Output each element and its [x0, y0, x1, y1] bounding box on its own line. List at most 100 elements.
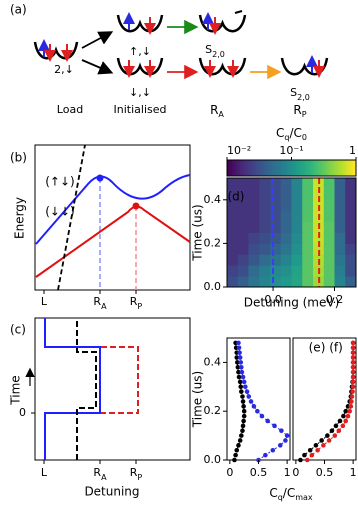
heat-cell — [237, 232, 249, 244]
heat-cell — [302, 210, 314, 222]
point — [336, 428, 342, 434]
colorbar-cell — [285, 160, 288, 176]
point — [279, 428, 284, 434]
heat-cell — [291, 276, 303, 288]
text-part: C — [276, 126, 284, 140]
heat-cell — [237, 178, 249, 190]
x-tick-label: RP — [130, 295, 143, 311]
heat-cell — [302, 232, 314, 244]
colorbar-cell — [302, 160, 305, 176]
x-tick-label: 0.5 — [250, 466, 268, 479]
colorbar-cell — [242, 160, 245, 176]
point — [237, 438, 243, 443]
x-tick-label: L — [41, 295, 48, 308]
colorbar-cell — [310, 160, 314, 176]
heat-cell — [334, 199, 346, 212]
colorbar-cell — [274, 160, 277, 176]
x-tick-label: 0 — [226, 466, 233, 479]
colorbar-cell — [289, 160, 292, 176]
series-line — [300, 342, 354, 461]
y-tick-label: 0.2 — [204, 236, 222, 249]
heat-cell — [227, 265, 239, 277]
text-part: 0 — [302, 133, 307, 142]
text-part: A — [101, 302, 107, 311]
heat-cell — [270, 178, 282, 190]
colorbar-cell — [235, 160, 239, 176]
point — [270, 447, 276, 453]
colorbar-cell — [349, 160, 353, 176]
colorbar-cell — [257, 160, 260, 176]
colorbar-cell — [244, 160, 247, 176]
heat-cell — [291, 210, 303, 222]
colorbar-cell — [343, 160, 346, 176]
heat-cell — [323, 221, 335, 233]
heat-cell — [248, 199, 260, 212]
readout-point — [96, 174, 104, 182]
text-part: L — [41, 466, 48, 479]
heat-cell — [302, 243, 314, 255]
heat-cell — [334, 232, 346, 244]
heat-cell — [227, 188, 239, 201]
label: Energy — [13, 197, 27, 239]
label: (e) — [309, 341, 326, 355]
empty-dot — [234, 10, 243, 14]
heat-cell — [248, 243, 260, 255]
label: (a) — [10, 3, 27, 17]
label: (↓↓) — [45, 205, 74, 219]
point — [236, 345, 242, 351]
point — [345, 413, 351, 419]
colorbar-cell — [353, 160, 357, 176]
heat-cell — [237, 188, 249, 201]
x-tick-label: RA — [93, 295, 107, 311]
point — [343, 408, 348, 414]
point — [239, 364, 244, 370]
point — [236, 369, 241, 375]
colorbar-cell — [345, 160, 348, 176]
point — [350, 355, 356, 360]
point — [298, 457, 303, 463]
point — [325, 433, 330, 438]
x-tick-label: RA — [93, 466, 107, 482]
heat-cell — [270, 188, 282, 201]
double-well — [33, 41, 79, 60]
text-part: A — [101, 473, 107, 482]
text-part: P — [137, 302, 142, 311]
text-part: P — [137, 473, 142, 482]
heat-cell — [280, 265, 292, 277]
heat-cell — [227, 210, 239, 222]
heat-cell — [259, 243, 271, 255]
heat-cell — [227, 243, 239, 255]
double-well — [198, 14, 247, 33]
panel-frame — [34, 317, 191, 461]
heat-cell — [259, 265, 271, 277]
point — [236, 340, 241, 346]
heat-cell — [270, 232, 282, 244]
heat-cell — [237, 265, 249, 277]
point — [349, 399, 354, 404]
point — [239, 369, 245, 375]
heat-cell — [237, 221, 249, 233]
heat-cell — [334, 210, 346, 222]
lead-level — [57, 144, 86, 291]
point — [233, 452, 238, 458]
heat-cell — [323, 265, 335, 277]
colorbar-cell — [287, 160, 290, 176]
label: 2,↓ — [54, 63, 74, 76]
colorbar-cell — [229, 160, 232, 176]
heat-cell — [291, 188, 303, 201]
point — [240, 428, 245, 434]
colorbar-cell — [246, 160, 249, 176]
heat-cell — [323, 188, 335, 201]
colorbar-cell — [265, 160, 269, 176]
heat-cell — [270, 199, 282, 212]
heat-cell — [302, 276, 314, 288]
heat-cell — [313, 188, 325, 201]
colorbar-cell — [330, 160, 333, 176]
heat-cell — [227, 232, 239, 244]
heat-cell — [345, 254, 357, 266]
readout-label: RA — [210, 103, 224, 120]
x-tick-label: 0.2 — [326, 293, 344, 306]
singlet-label: S2,0 — [205, 43, 225, 59]
x-tick-label: 0.5 — [316, 466, 334, 479]
heat-cell — [323, 276, 335, 288]
